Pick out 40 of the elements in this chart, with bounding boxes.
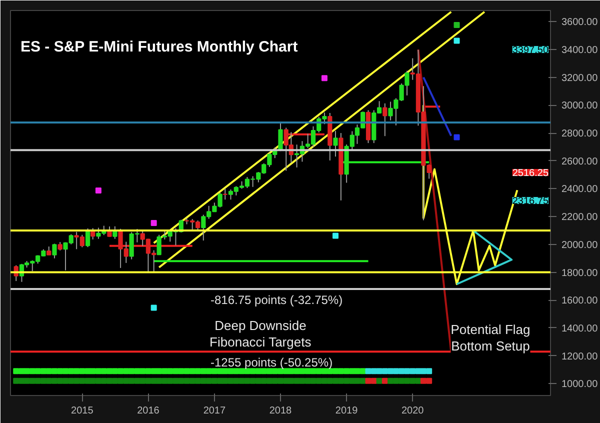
candlestick (52, 243, 57, 259)
y-tick-label: 2200.00 (562, 212, 598, 224)
y-tick-label: 1000.00 (562, 379, 598, 390)
y-tick-label: 3400.00 (562, 44, 598, 56)
point (321, 75, 328, 82)
ref-line-label: -816.75 points (-32.75%) (210, 292, 343, 307)
x-tick-label: 2019 (335, 406, 358, 416)
annotation: 2316.75 (512, 196, 549, 207)
y-tick-label: 3000.00 (562, 100, 598, 112)
ref-line-label: -1255 points (-50.25%) (210, 356, 333, 370)
candlestick (333, 130, 338, 158)
point (454, 134, 460, 140)
x-tick-label: 2018 (269, 406, 292, 416)
annotation: 3397.50 (512, 45, 549, 56)
y-tick-label: 3600.00 (562, 17, 598, 28)
point (150, 220, 157, 226)
y-tick-label: 3200.00 (562, 72, 598, 84)
y-tick-label: 2000.00 (562, 240, 598, 251)
y-tick-label: 1400.00 (562, 323, 598, 334)
y-tick-label: 2600.00 (562, 156, 598, 168)
y-tick-label: 2400.00 (562, 184, 598, 196)
text: ES - S&P E-Mini Futures Monthly Chart (20, 38, 298, 56)
candlestick (382, 102, 388, 137)
x-tick-label: 2017 (203, 406, 226, 416)
x-tick-label: 2020 (401, 406, 424, 416)
y-tick-label: 1200.00 (562, 351, 598, 362)
point (454, 38, 460, 44)
candlestick (222, 188, 228, 200)
candlestick (278, 122, 283, 152)
x-tick-label: 2016 (137, 406, 160, 416)
point (150, 304, 157, 311)
annotation: Deep Downside Fibonacci Targets (210, 318, 312, 350)
x-tick-label: 2015 (71, 406, 94, 416)
annotation: Potential Flag Bottom Setup (450, 322, 530, 354)
y-tick-label: 2800.00 (562, 128, 598, 140)
y-tick-label: 1800.00 (562, 268, 598, 279)
y-tick-label: 1600.00 (562, 296, 598, 307)
point (454, 22, 460, 28)
point (95, 188, 102, 194)
point (332, 232, 339, 239)
